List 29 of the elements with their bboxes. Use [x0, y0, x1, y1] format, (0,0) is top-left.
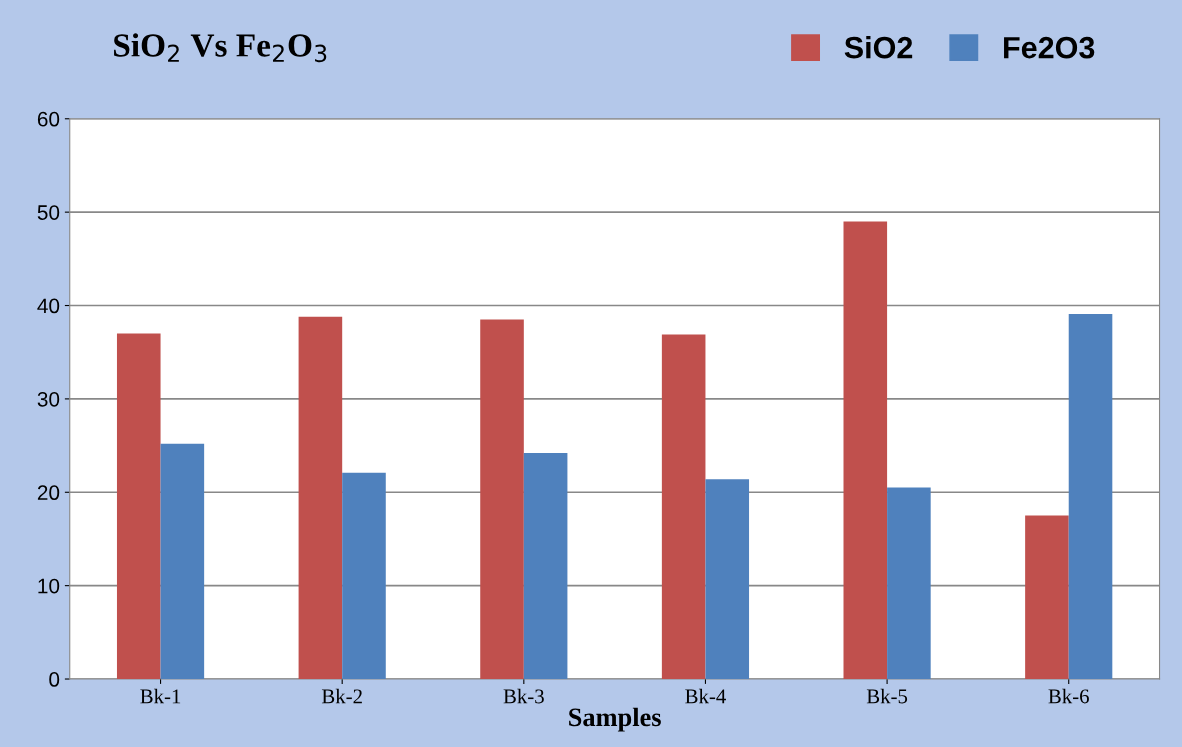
legend-label: SiO2	[844, 36, 913, 59]
x-tick-label: Bk-2	[321, 688, 362, 704]
bar	[342, 472, 386, 680]
bar	[523, 453, 568, 680]
chart-title: SiO$_{2}$ Vs Fe$_{2}$O$_{3}$	[114, 33, 327, 63]
x-tick-label: Bk-5	[866, 688, 908, 704]
y-tick-label: 60	[37, 111, 60, 127]
y-tick-label: 20	[37, 485, 60, 501]
y-tick-label: 30	[37, 391, 60, 407]
x-tick-label: Bk-1	[140, 688, 181, 704]
y-tick-label: 10	[38, 578, 60, 594]
y-tick-label: 0	[49, 672, 60, 687]
x-tick-label: Bk-6	[1048, 688, 1089, 704]
x-tick-label: Bk-3	[503, 688, 544, 704]
bar	[480, 319, 524, 680]
bar	[1068, 313, 1113, 680]
bar	[661, 334, 706, 680]
bar	[705, 479, 750, 680]
bar	[887, 487, 931, 680]
bar	[298, 316, 343, 680]
bar	[843, 221, 888, 680]
x-tick-label: Bk-4	[685, 688, 726, 704]
bar	[116, 333, 161, 680]
y-tick-label: 50	[37, 205, 60, 220]
bar	[160, 443, 205, 680]
x-axis-title: Samples	[569, 707, 661, 732]
y-tick-label: 40	[37, 298, 60, 314]
bar	[1025, 515, 1069, 680]
legend-label: Fe2O3	[1004, 36, 1095, 59]
